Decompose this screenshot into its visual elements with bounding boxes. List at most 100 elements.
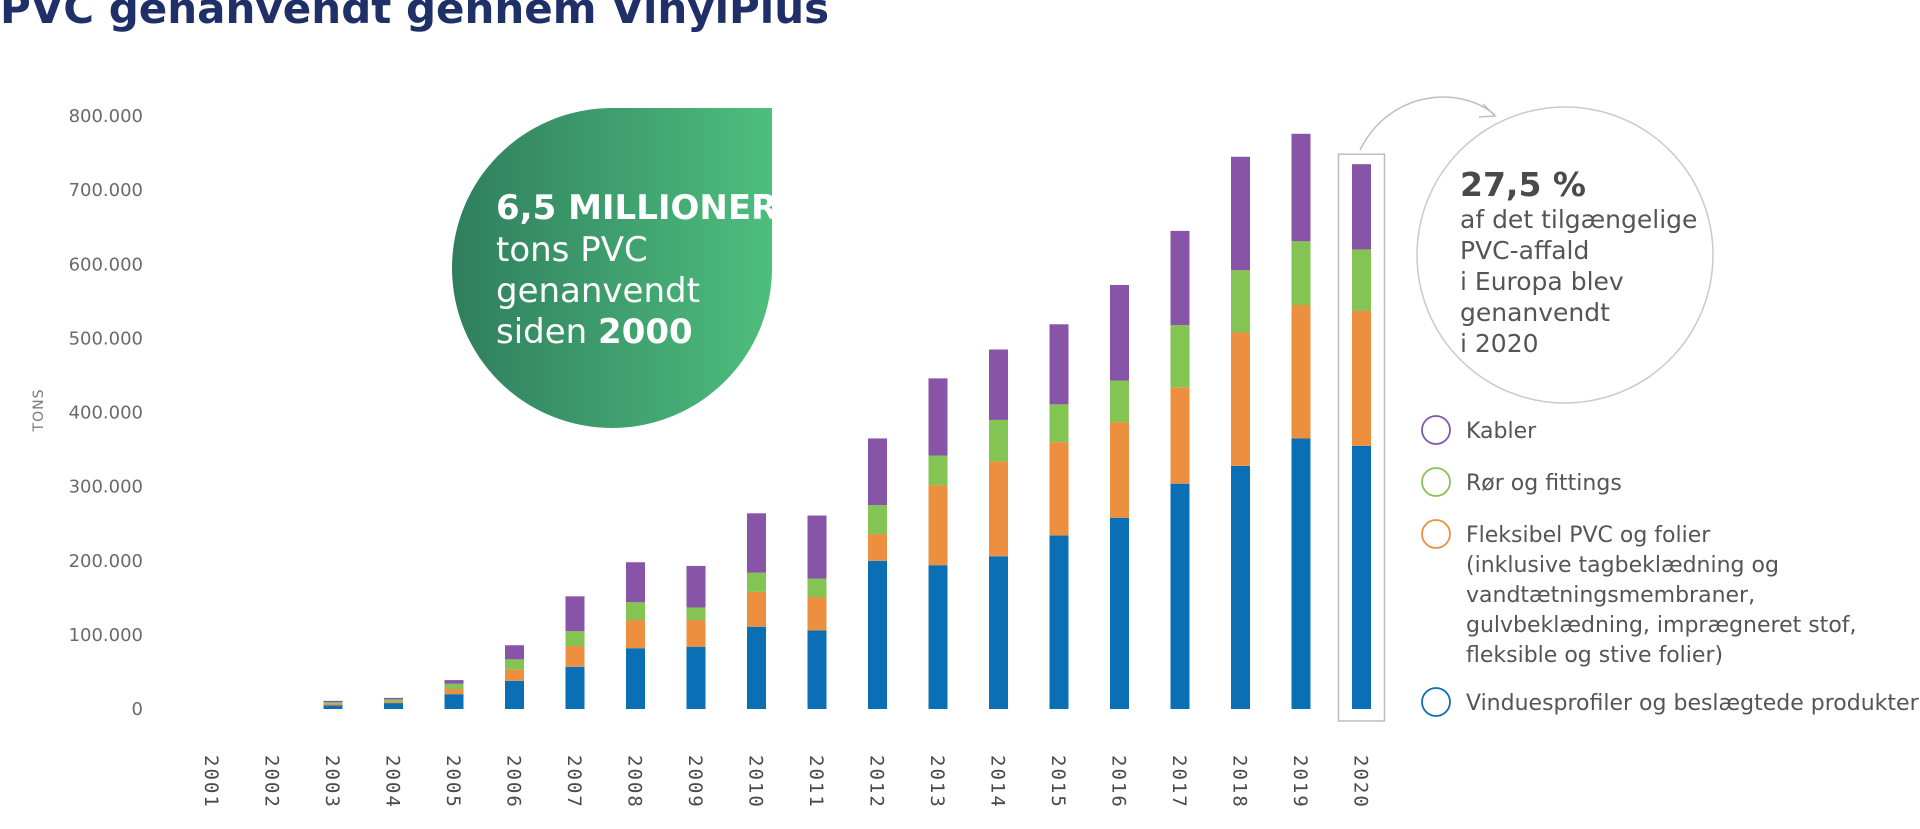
bar-segment-pipes-2012 [868, 505, 887, 535]
bar-segment-windows-2011 [807, 630, 827, 709]
legend-label-flexible-3: vandtætningsmembraner, [1466, 583, 1755, 608]
legend-swatch-windows [1421, 687, 1451, 717]
x-tick-label: 2011 [805, 755, 827, 809]
y-tick-label: 400.000 [69, 403, 143, 424]
bar-segment-flexible-2006 [505, 669, 524, 681]
bar-segment-cables-2012 [868, 438, 887, 506]
bar-segment-windows-2015 [1049, 535, 1069, 709]
bar-segment-flexible-2005 [444, 688, 464, 695]
bar-segment-windows-2004 [384, 703, 403, 709]
bar-segment-windows-2013 [928, 565, 948, 709]
stat-line-5: i 2020 [1460, 329, 1539, 358]
bar-segment-pipes-2016 [1110, 380, 1129, 423]
bar-stacks [323, 133, 1371, 709]
bar-segment-windows-2017 [1170, 483, 1190, 709]
bar-segment-cables-2010 [747, 513, 766, 573]
y-tick-label: 100.000 [69, 625, 143, 646]
x-tick-label: 2008 [624, 755, 646, 809]
bar-segment-pipes-2008 [626, 602, 645, 621]
stat-line-1: af det tilgængelige [1460, 205, 1697, 234]
legend-label-flexible-1: Fleksibel PVC og folier [1466, 523, 1711, 548]
legend-swatch-pipes [1421, 467, 1451, 497]
y-tick-label: 200.000 [69, 551, 143, 572]
bar-segment-cables-2006 [505, 645, 524, 660]
bar-segment-windows-2008 [626, 648, 645, 709]
callout-blob-line2: tons PVC [496, 230, 648, 270]
bar-segment-flexible-2020 [1352, 310, 1371, 446]
bar-segment-flexible-2012 [868, 534, 887, 561]
bar-segment-cables-2007 [565, 596, 585, 632]
y-tick-label: 600.000 [69, 254, 143, 275]
bar-segment-cables-2011 [807, 515, 827, 579]
y-tick-label: 500.000 [69, 328, 143, 349]
bar-segment-windows-2014 [989, 556, 1008, 709]
bar-segment-cables-2008 [626, 562, 645, 603]
legend-swatch-flexible [1421, 519, 1451, 549]
bar-segment-pipes-2007 [565, 631, 585, 646]
stat-circle [1416, 106, 1714, 404]
bar-segment-cables-2020 [1352, 164, 1371, 250]
bar-segment-pipes-2019 [1291, 241, 1311, 306]
x-tick-label: 2009 [684, 755, 706, 809]
bar-segment-windows-2016 [1110, 517, 1129, 709]
bar-segment-pipes-2018 [1231, 270, 1250, 333]
legend-swatch-cables [1421, 415, 1451, 445]
bar-segment-pipes-2010 [747, 572, 766, 592]
bar-segment-pipes-2009 [686, 607, 706, 621]
bar-segment-cables-2019 [1291, 133, 1311, 242]
bar-segment-flexible-2013 [928, 485, 948, 566]
bar-segment-windows-2005 [444, 694, 464, 709]
bar-segment-cables-2009 [686, 565, 706, 608]
bar-segment-pipes-2020 [1352, 249, 1371, 311]
highlight-2020: 27,5 % af det tilgængelige PVC-affald i … [1337, 96, 1714, 722]
bar-segment-pipes-2015 [1049, 404, 1069, 443]
x-tick-label: 2004 [382, 755, 404, 809]
callout-blob-line1: 6,5 MILLIONER [496, 188, 777, 228]
x-tick-label: 2005 [442, 755, 464, 809]
bar-segment-flexible-2003 [323, 703, 343, 706]
bar-segment-flexible-2018 [1231, 332, 1250, 466]
bar-segment-flexible-2019 [1291, 305, 1311, 439]
arrow-head [1478, 103, 1497, 118]
bar-segment-flexible-2009 [686, 620, 706, 647]
legend-label-flexible-2: (inklusive tagbeklædning og [1466, 553, 1779, 578]
bar-segment-flexible-2016 [1110, 422, 1129, 518]
x-tick-label: 2017 [1168, 755, 1190, 809]
x-tick-label: 2010 [745, 755, 767, 809]
bar-segment-cables-2016 [1110, 285, 1129, 381]
x-tick-label: 2003 [321, 755, 343, 809]
bar-segment-flexible-2004 [384, 701, 403, 704]
bar-segment-cables-2004 [384, 697, 403, 700]
x-tick-label: 2007 [563, 755, 585, 809]
bar-segment-cables-2005 [444, 680, 464, 684]
legend-label-pipes: Rør og fittings [1466, 471, 1622, 496]
bar-segment-windows-2018 [1231, 465, 1250, 709]
x-tick-label: 2020 [1350, 755, 1372, 809]
bar-segment-flexible-2007 [565, 645, 585, 667]
legend-label-flexible-4: gulvbeklædning, imprægneret stof, [1466, 613, 1857, 638]
page-title: PVC genanvendt gennem VinylPlus [0, 0, 830, 33]
bar-segment-windows-2003 [323, 705, 343, 709]
bar-segment-pipes-2006 [505, 659, 524, 670]
y-tick-label: 300.000 [69, 477, 143, 498]
bar-segment-windows-2019 [1291, 438, 1311, 709]
bar-segment-flexible-2011 [807, 597, 827, 631]
bar-segment-cables-2014 [989, 349, 1008, 420]
x-tick-label: 2002 [261, 755, 283, 809]
x-tick-label: 2016 [1108, 755, 1130, 809]
bar-segment-pipes-2004 [384, 699, 403, 702]
y-tick-label: 700.000 [69, 180, 143, 201]
legend-label-flexible-5: fleksible og stive folier) [1466, 643, 1723, 668]
y-axis: 0 100.000 200.000 300.000 400.000 500.000 600.… [69, 106, 143, 720]
bar-segment-pipes-2017 [1170, 325, 1190, 388]
bar-segment-pipes-2013 [928, 455, 948, 486]
bar-segment-flexible-2010 [747, 591, 766, 627]
callout-blob-shape [452, 108, 773, 428]
y-axis-label: TONS [31, 389, 47, 433]
bar-segment-windows-2020 [1352, 445, 1371, 709]
bar-segment-windows-2009 [686, 646, 706, 709]
bar-segment-windows-2010 [747, 626, 766, 709]
bar-segment-windows-2006 [505, 680, 524, 709]
bar-segment-windows-2007 [565, 666, 585, 709]
